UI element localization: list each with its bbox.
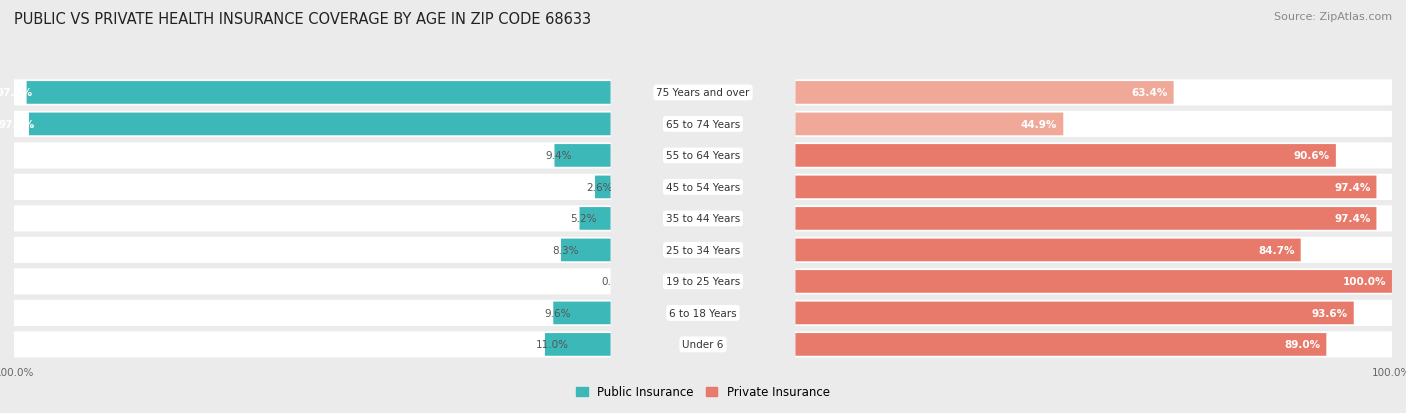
Text: 97.5%: 97.5% — [0, 120, 35, 130]
Text: 19 to 25 Years: 19 to 25 Years — [666, 277, 740, 287]
FancyBboxPatch shape — [554, 145, 610, 167]
Text: 97.4%: 97.4% — [1334, 214, 1371, 224]
FancyBboxPatch shape — [14, 332, 610, 358]
FancyBboxPatch shape — [796, 271, 1392, 293]
FancyBboxPatch shape — [796, 112, 1392, 138]
Text: 9.6%: 9.6% — [544, 308, 571, 318]
Text: 25 to 34 Years: 25 to 34 Years — [666, 245, 740, 255]
FancyBboxPatch shape — [796, 269, 1392, 295]
FancyBboxPatch shape — [796, 143, 1392, 169]
Text: 93.6%: 93.6% — [1312, 308, 1348, 318]
FancyBboxPatch shape — [796, 302, 1354, 325]
Text: 44.9%: 44.9% — [1021, 120, 1057, 130]
Text: 89.0%: 89.0% — [1284, 339, 1320, 349]
FancyBboxPatch shape — [14, 112, 610, 138]
FancyBboxPatch shape — [796, 145, 1336, 167]
FancyBboxPatch shape — [546, 333, 610, 356]
FancyBboxPatch shape — [796, 208, 1376, 230]
FancyBboxPatch shape — [14, 174, 610, 200]
Text: 63.4%: 63.4% — [1132, 88, 1167, 98]
FancyBboxPatch shape — [579, 208, 610, 230]
FancyBboxPatch shape — [796, 206, 1392, 232]
FancyBboxPatch shape — [796, 80, 1392, 106]
FancyBboxPatch shape — [14, 80, 610, 106]
FancyBboxPatch shape — [27, 82, 610, 104]
FancyBboxPatch shape — [796, 300, 1392, 326]
Text: 90.6%: 90.6% — [1294, 151, 1330, 161]
FancyBboxPatch shape — [30, 113, 610, 136]
FancyBboxPatch shape — [796, 239, 1301, 261]
FancyBboxPatch shape — [14, 237, 610, 263]
FancyBboxPatch shape — [796, 82, 1174, 104]
Text: 0.0%: 0.0% — [602, 277, 628, 287]
Text: 97.9%: 97.9% — [0, 88, 32, 98]
FancyBboxPatch shape — [796, 174, 1392, 200]
Text: 100.0%: 100.0% — [1343, 277, 1386, 287]
FancyBboxPatch shape — [796, 332, 1392, 358]
Text: 5.2%: 5.2% — [571, 214, 598, 224]
FancyBboxPatch shape — [595, 176, 610, 199]
Text: 65 to 74 Years: 65 to 74 Years — [666, 120, 740, 130]
Text: 75 Years and over: 75 Years and over — [657, 88, 749, 98]
Text: 2.6%: 2.6% — [586, 183, 613, 192]
Text: 97.4%: 97.4% — [1334, 183, 1371, 192]
Text: 55 to 64 Years: 55 to 64 Years — [666, 151, 740, 161]
FancyBboxPatch shape — [14, 206, 610, 232]
FancyBboxPatch shape — [14, 143, 610, 169]
Text: 8.3%: 8.3% — [553, 245, 579, 255]
FancyBboxPatch shape — [796, 113, 1063, 136]
FancyBboxPatch shape — [796, 237, 1392, 263]
FancyBboxPatch shape — [796, 176, 1376, 199]
Text: Source: ZipAtlas.com: Source: ZipAtlas.com — [1274, 12, 1392, 22]
Text: 45 to 54 Years: 45 to 54 Years — [666, 183, 740, 192]
Text: 84.7%: 84.7% — [1258, 245, 1295, 255]
Text: 11.0%: 11.0% — [536, 339, 569, 349]
FancyBboxPatch shape — [14, 269, 610, 295]
Text: 35 to 44 Years: 35 to 44 Years — [666, 214, 740, 224]
FancyBboxPatch shape — [554, 302, 610, 325]
Text: 6 to 18 Years: 6 to 18 Years — [669, 308, 737, 318]
FancyBboxPatch shape — [796, 333, 1326, 356]
Text: 9.4%: 9.4% — [546, 151, 572, 161]
Text: Under 6: Under 6 — [682, 339, 724, 349]
FancyBboxPatch shape — [14, 300, 610, 326]
Legend: Public Insurance, Private Insurance: Public Insurance, Private Insurance — [571, 381, 835, 403]
Text: PUBLIC VS PRIVATE HEALTH INSURANCE COVERAGE BY AGE IN ZIP CODE 68633: PUBLIC VS PRIVATE HEALTH INSURANCE COVER… — [14, 12, 591, 27]
FancyBboxPatch shape — [561, 239, 610, 261]
